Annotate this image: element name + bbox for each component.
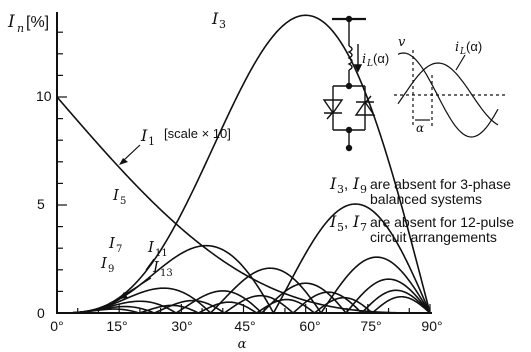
y-tick-marks [57, 31, 67, 314]
note-12pulse: I 5 , I 7 are absent for 12-pulse circui… [329, 212, 514, 245]
svg-text:I: I [147, 238, 155, 256]
x-tick-label-60: 60° [299, 318, 320, 334]
y-tick-label-10: 10 [36, 88, 52, 104]
y-axis-label: I n [%] [7, 12, 49, 35]
svg-text:I: I [140, 126, 148, 145]
curve-i13 [57, 295, 431, 314]
inset-v-label: v [398, 35, 406, 50]
i1-scale-note: [scale × 10] [164, 126, 231, 141]
svg-text:L: L [459, 47, 466, 57]
svg-text:I: I [329, 212, 337, 231]
thyristor-down-icon [322, 99, 344, 115]
svg-text:I: I [352, 174, 360, 193]
x-tick-label-45: 45° [234, 318, 255, 334]
inset-il-label: i L (α) [362, 51, 389, 69]
curve-i11 [57, 289, 431, 315]
svg-text:I: I [7, 12, 15, 32]
svg-text:11: 11 [155, 248, 168, 259]
svg-text:I: I [112, 186, 120, 204]
svg-text:I: I [329, 174, 337, 193]
thyristor-up-icon [354, 100, 376, 116]
x-tick-label-90: 90° [421, 318, 442, 334]
x-tick-label-0: 0° [50, 318, 63, 334]
y-axis-unit: [%] [26, 14, 49, 31]
svg-text:I: I [100, 254, 108, 272]
svg-text:(α): (α) [373, 51, 389, 66]
svg-text:L: L [366, 59, 373, 69]
curve-label-i13: I 13 [152, 258, 173, 279]
svg-text:,: , [344, 176, 348, 193]
curve-i7 [57, 256, 431, 315]
note-12pulse-text-2: circuit arrangements [370, 229, 497, 245]
curve-label-i7: I 7 [108, 234, 122, 255]
x-tick-label-15: 15° [106, 318, 127, 334]
curve-label-i1: I 1 [scale × 10] [140, 126, 231, 148]
i11-pointer-line [145, 258, 155, 271]
svg-text:7: 7 [116, 244, 122, 255]
svg-text:5: 5 [120, 196, 126, 207]
svg-text:I: I [211, 9, 219, 28]
svg-text:I: I [152, 258, 160, 276]
curve-label-i11: I 11 [147, 238, 168, 259]
svg-text:I: I [352, 212, 360, 231]
svg-text:5: 5 [337, 221, 344, 234]
x-tick-label-30: 30° [171, 318, 192, 334]
svg-text:,: , [344, 214, 348, 231]
svg-text:n: n [17, 22, 24, 35]
svg-text:9: 9 [360, 183, 367, 196]
svg-text:7: 7 [360, 221, 367, 234]
i1-arrowhead-icon [119, 158, 128, 165]
svg-text:i: i [455, 40, 459, 55]
svg-text:9: 9 [108, 264, 114, 275]
svg-text:13: 13 [160, 268, 173, 279]
note-12pulse-text: are absent for 12-pulse [370, 214, 514, 230]
tcr-circuit-diagram [322, 15, 376, 152]
inductor-coil-icon [347, 45, 353, 71]
x-axis-label: α [238, 337, 247, 352]
y-tick-label-5: 5 [37, 196, 45, 212]
i13-arrowhead-icon [119, 292, 128, 299]
svg-text:i: i [362, 52, 366, 67]
curve-label-i3: I 3 [211, 9, 226, 31]
curve-i9 [57, 278, 431, 315]
y-tick-label-0: 0 [37, 305, 45, 321]
inset-alpha-label: α [416, 121, 424, 135]
note-3phase-text-2: balanced systems [370, 191, 482, 207]
waveform-diagram: v i L (α) α [394, 35, 505, 138]
note-3phase: I 3 , I 9 are absent for 3-phase balance… [329, 174, 511, 207]
curve-label-i9: I 9 [100, 254, 114, 275]
svg-text:I: I [108, 234, 116, 252]
svg-text:3: 3 [337, 183, 344, 196]
svg-text:1: 1 [148, 135, 155, 148]
svg-text:(α): (α) [466, 39, 482, 54]
curve-i1 [56, 96, 430, 314]
i1-pointer-arrow [122, 144, 141, 162]
note-3phase-text: are absent for 3-phase [370, 176, 511, 192]
i13-pointer-line [123, 277, 152, 296]
svg-text:3: 3 [219, 18, 226, 31]
x-tick-label-75: 75° [360, 318, 381, 334]
curve-i5 [57, 203, 431, 315]
curve-label-i5: I 5 [112, 186, 126, 207]
